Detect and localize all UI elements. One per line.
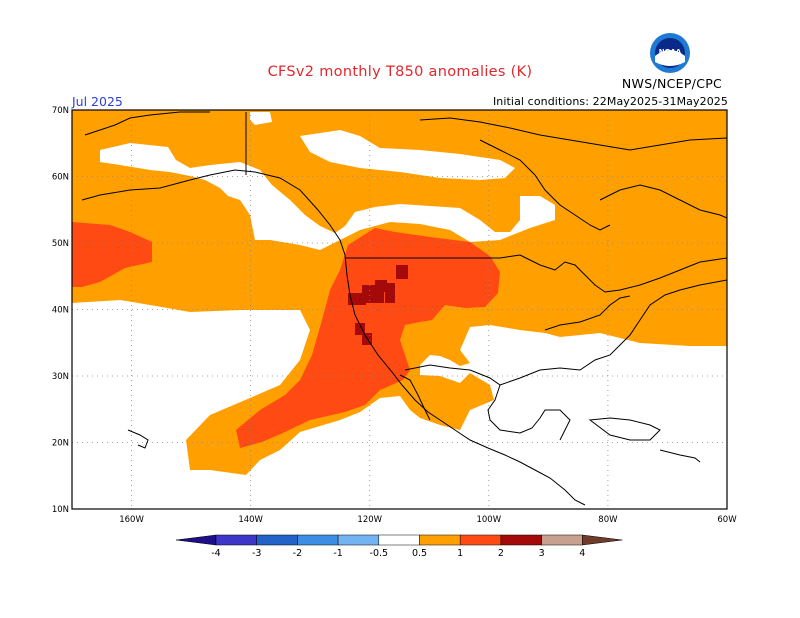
initial-conditions-label: Initial conditions: 22May2025-31May2025 [492,95,728,108]
anomaly-region-redorange-northpacific [72,222,152,287]
lat-label: 50N [52,239,69,249]
logo-gull-shape [655,50,685,66]
colorbar-label: -1 [333,548,342,559]
lon-label: 160W [119,515,144,525]
lon-label: 80W [598,515,618,525]
colorbar-legend: -4 -3 -2 -1 -0.5 0.5 1 2 3 4 [175,534,623,559]
logo-text: NOAA [659,48,682,56]
lon-label: 140W [238,515,263,525]
colorbar-label: -0.5 [370,548,389,559]
map-frame [71,109,728,510]
colorbar-segment [337,534,380,546]
graticule [72,110,727,509]
colorbar-label: -4 [211,548,220,559]
longitude-labels: 160W 140W 120W 100W 80W 60W [119,515,737,525]
lon-label: 60W [717,515,737,525]
coastlines [81,111,727,506]
anomaly-gap-arctic [300,130,515,180]
latitude-labels: 70N 60N 50N 40N 30N 20N 10N [52,106,69,515]
colorbar-label: -2 [293,548,302,559]
lat-label: 10N [52,505,69,515]
agency-label: NWS/NCEP/CPC [621,76,723,91]
colorbar-segment [459,534,502,546]
lon-label: 100W [476,515,501,525]
lat-label: 30N [52,372,69,382]
valid-month-label: Jul 2025 [72,94,123,109]
lat-label: 20N [52,439,69,449]
chart-title: CFSv2 monthly T850 anomalies (K) [267,64,533,80]
anomaly-region-darkred [348,265,408,345]
colorbar-label: 0.5 [412,548,427,559]
anomaly-gap-north [100,143,555,250]
colorbar-segment [256,534,298,546]
colorbar-segment [297,534,339,546]
colorbar-segment [215,534,257,546]
lat-label: 60N [52,173,69,183]
colorbar-label: -3 [252,548,261,559]
lat-label: 40N [52,306,69,316]
colorbar-label: 2 [498,548,504,559]
colorbar-label: 1 [457,548,463,559]
noaa-logo: NOAA [650,33,690,73]
colorbar-arrow-low [175,534,217,546]
lon-label: 120W [357,515,382,525]
anomaly-shading [72,110,727,475]
colorbar-segment [500,534,542,546]
colorbar-label: 3 [539,548,545,559]
colorbar-label: 4 [579,548,585,559]
colorbar-arrow-high [582,534,623,546]
colorbar-segment [419,534,461,546]
anomaly-gap-alaska [250,112,272,125]
colorbar-segment [378,534,420,546]
lat-label: 70N [52,106,69,116]
colorbar-segment [541,534,583,546]
